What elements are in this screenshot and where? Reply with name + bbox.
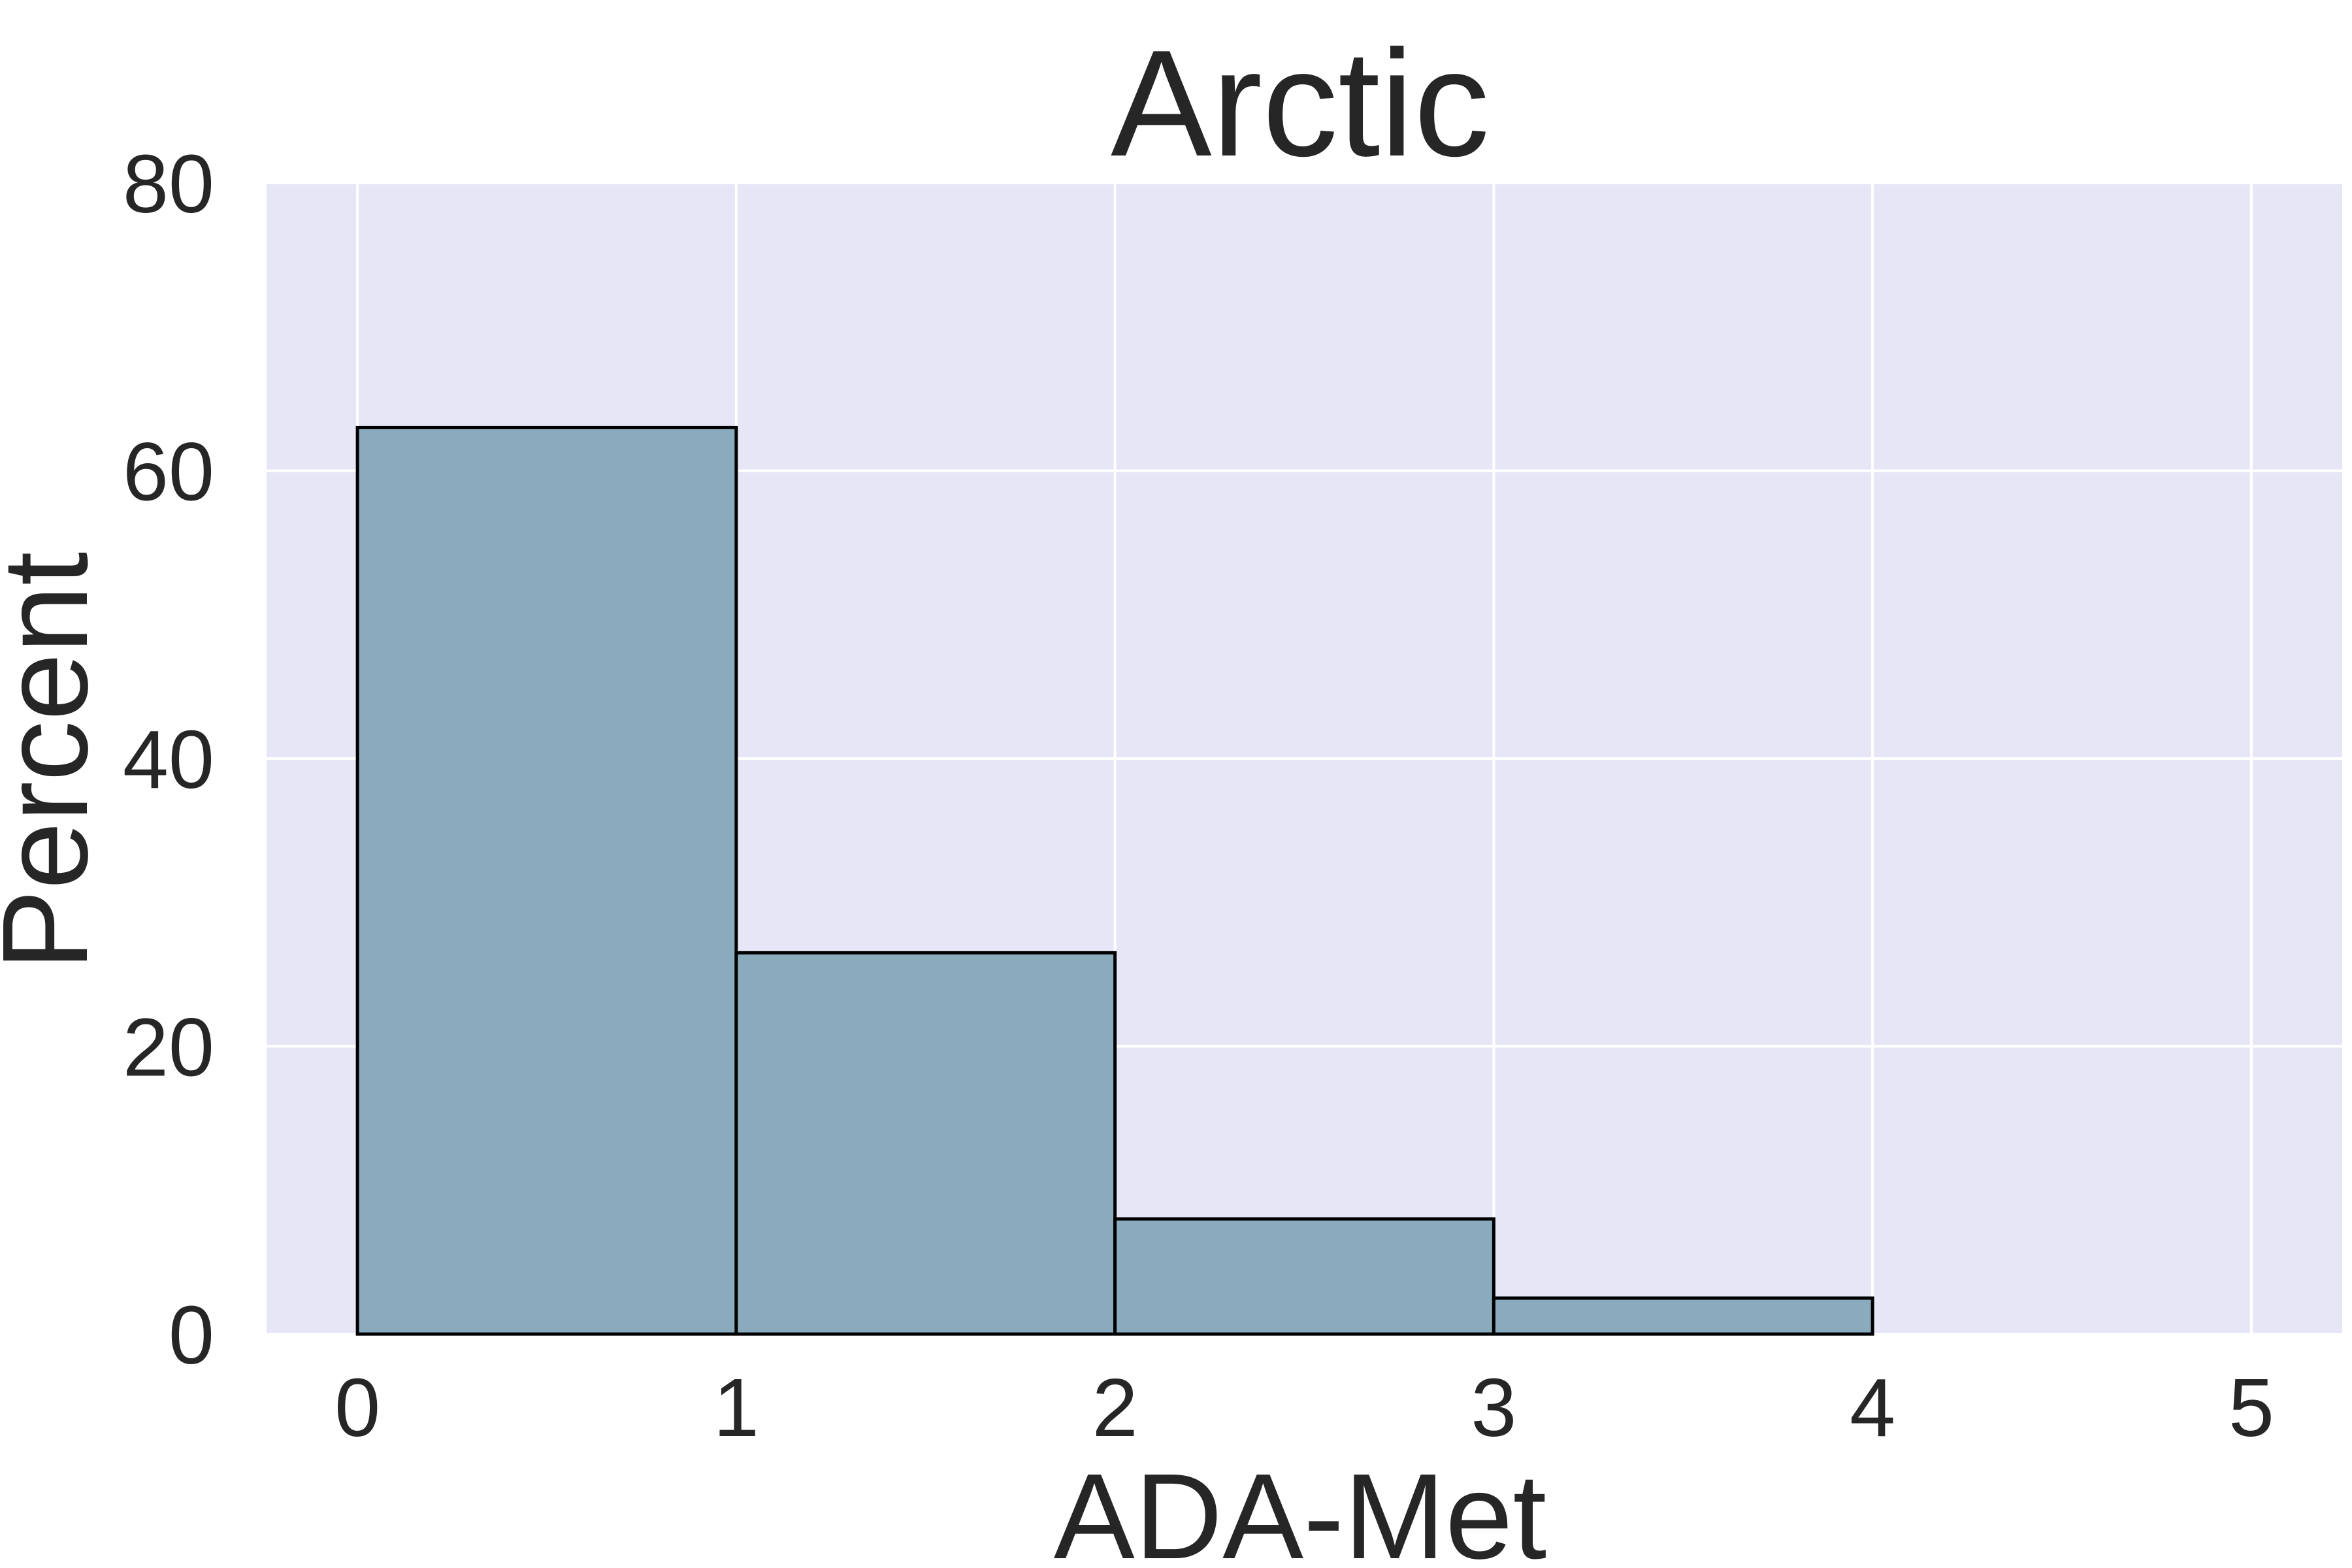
x-tick-label: 3 [1471, 1362, 1516, 1454]
x-tick-label: 1 [713, 1362, 759, 1454]
x-tick-label: 5 [2229, 1362, 2274, 1454]
y-tick-label: 0 [169, 1289, 214, 1381]
y-tick-label: 20 [123, 1002, 214, 1094]
chart-title: Arctic [1111, 19, 1490, 188]
y-tick-labels: 0 20 40 60 80 [123, 138, 214, 1381]
histogram-bar [355, 425, 738, 1336]
y-tick-label: 80 [123, 138, 214, 230]
x-tick-label: 0 [335, 1362, 380, 1454]
x-tick-label: 4 [1850, 1362, 1895, 1454]
y-tick-label: 60 [123, 426, 214, 518]
histogram-bars [355, 425, 1874, 1336]
y-axis-label: Percent [0, 551, 113, 970]
x-tick-label: 2 [1092, 1362, 1138, 1454]
x-tick-labels: 0 1 2 3 4 5 [335, 1362, 2274, 1454]
x-axis-label: ADA-Met [1054, 1449, 1546, 1568]
y-tick-label: 40 [123, 713, 214, 806]
histogram-bar [734, 951, 1117, 1336]
histogram-bar [1492, 1296, 1874, 1336]
histogram-bar [1113, 1217, 1495, 1336]
